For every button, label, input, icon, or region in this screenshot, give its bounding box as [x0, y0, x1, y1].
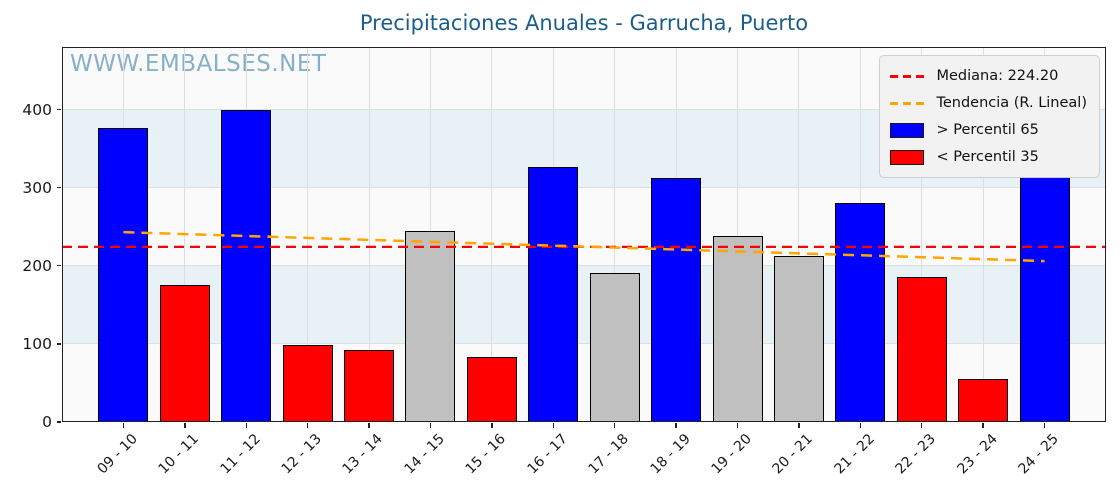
x-tick-mark	[122, 423, 125, 428]
x-tick-mark	[798, 423, 800, 428]
bar-09-10	[98, 128, 149, 422]
x-tick-mark	[552, 423, 554, 428]
legend-median-label: Mediana: 224.20	[936, 68, 1059, 84]
bar-13-14	[344, 350, 395, 422]
x-tick-mark	[982, 423, 984, 428]
x-tick-mark	[736, 423, 739, 428]
y-tick-mark	[57, 186, 61, 189]
y-tick-label: 200	[22, 256, 52, 275]
bar-11-12	[221, 110, 272, 422]
legend-trend-label: Tendencia (R. Lineal)	[936, 95, 1087, 111]
y-tick-mark	[57, 108, 61, 111]
x-tick-label: 09 - 10	[94, 431, 141, 478]
x-tick-label: 22 - 23	[892, 431, 940, 478]
gridline-horizontal	[62, 343, 1106, 345]
y-tick-label: 300	[22, 178, 52, 197]
x-tick-mark	[368, 423, 370, 428]
legend-item-above-p65: > Percentil 65	[890, 118, 1087, 142]
bar-10-11	[159, 285, 210, 422]
x-tick-label: 17 - 18	[585, 431, 633, 478]
bar-20-21	[773, 256, 824, 422]
x-tick-mark	[306, 423, 309, 428]
x-tick-mark	[921, 423, 923, 428]
x-tick-label: 13 - 14	[339, 431, 387, 478]
bar-12-13	[282, 344, 333, 422]
red-bar-sample	[890, 149, 925, 165]
bar-24-25	[1019, 169, 1070, 422]
x-tick-label: 12 - 13	[278, 431, 325, 478]
legend-above-label: > Percentil 65	[936, 122, 1039, 138]
bar-23-24	[958, 379, 1009, 422]
bar-19-20	[712, 236, 763, 422]
x-tick-mark	[245, 423, 247, 428]
x-tick-mark	[429, 423, 432, 428]
x-tick-mark	[614, 423, 616, 428]
legend-item-below-p35: < Percentil 35	[890, 145, 1087, 169]
bar-16-17	[528, 166, 579, 422]
median-dash-sample	[890, 74, 925, 78]
x-tick-mark	[184, 423, 186, 428]
gridline-horizontal	[62, 109, 1106, 110]
plot-area: WWW.EMBALSES.NET Mediana: 224.20 Tendenc…	[62, 47, 1106, 422]
x-tick-mark	[1043, 423, 1046, 428]
chart-title: Precipitaciones Anuales - Garrucha, Puer…	[359, 11, 809, 35]
y-tick-mark	[57, 265, 61, 267]
bar-22-23	[896, 277, 947, 422]
trend-line	[123, 230, 1045, 263]
gridline-horizontal	[62, 265, 1106, 267]
gridline-vertical	[491, 47, 493, 422]
gridline-vertical	[307, 47, 309, 422]
gridline-vertical	[737, 47, 739, 422]
x-tick-label: 23 - 24	[954, 431, 1001, 478]
x-tick-mark	[491, 423, 493, 428]
x-tick-label: 11 - 12	[217, 431, 264, 478]
gridline-vertical	[982, 47, 984, 422]
x-tick-label: 21 - 22	[831, 431, 878, 478]
legend-item-median: Mediana: 224.20	[890, 64, 1087, 88]
gridline-vertical	[921, 47, 923, 422]
x-tick-label: 19 - 20	[708, 431, 755, 478]
gridline-vertical	[614, 47, 616, 422]
x-tick-mark	[859, 423, 862, 428]
gridline-horizontal	[62, 187, 1106, 189]
bar-17-18	[589, 272, 640, 422]
y-tick-mark	[57, 421, 61, 423]
legend: Mediana: 224.20 Tendencia (R. Lineal) > …	[879, 55, 1100, 178]
x-tick-label: 20 - 21	[769, 431, 817, 478]
y-tick-label: 100	[22, 334, 52, 353]
bar-21-22	[835, 203, 886, 422]
x-tick-label: 10 - 11	[155, 431, 203, 478]
bar-14-15	[405, 230, 456, 422]
x-tick-label: 15 - 16	[462, 431, 510, 478]
legend-below-label: < Percentil 35	[936, 149, 1039, 165]
blue-bar-sample	[890, 122, 925, 138]
watermark: WWW.EMBALSES.NET	[70, 51, 327, 77]
y-tick-mark	[57, 343, 61, 345]
reference-lines	[62, 230, 1106, 263]
y-tick-label: 400	[22, 100, 52, 119]
gridline-vertical	[368, 47, 370, 422]
x-tick-label: 16 - 17	[524, 431, 571, 478]
trend-dash-sample	[890, 101, 925, 105]
x-tick-label: 14 - 15	[401, 431, 448, 478]
y-tick-label: 0	[42, 413, 52, 431]
gridline-vertical	[798, 47, 800, 422]
legend-item-trend: Tendencia (R. Lineal)	[890, 91, 1087, 115]
bar-18-19	[651, 178, 702, 422]
x-tick-label: 18 - 19	[647, 431, 694, 478]
x-tick-label: 24 - 25	[1015, 431, 1062, 478]
x-tick-mark	[675, 423, 677, 428]
